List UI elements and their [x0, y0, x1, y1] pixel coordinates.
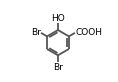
Text: COOH: COOH: [75, 28, 102, 37]
Text: Br: Br: [31, 28, 41, 37]
Text: Br: Br: [53, 63, 63, 72]
Text: HO: HO: [51, 14, 65, 23]
